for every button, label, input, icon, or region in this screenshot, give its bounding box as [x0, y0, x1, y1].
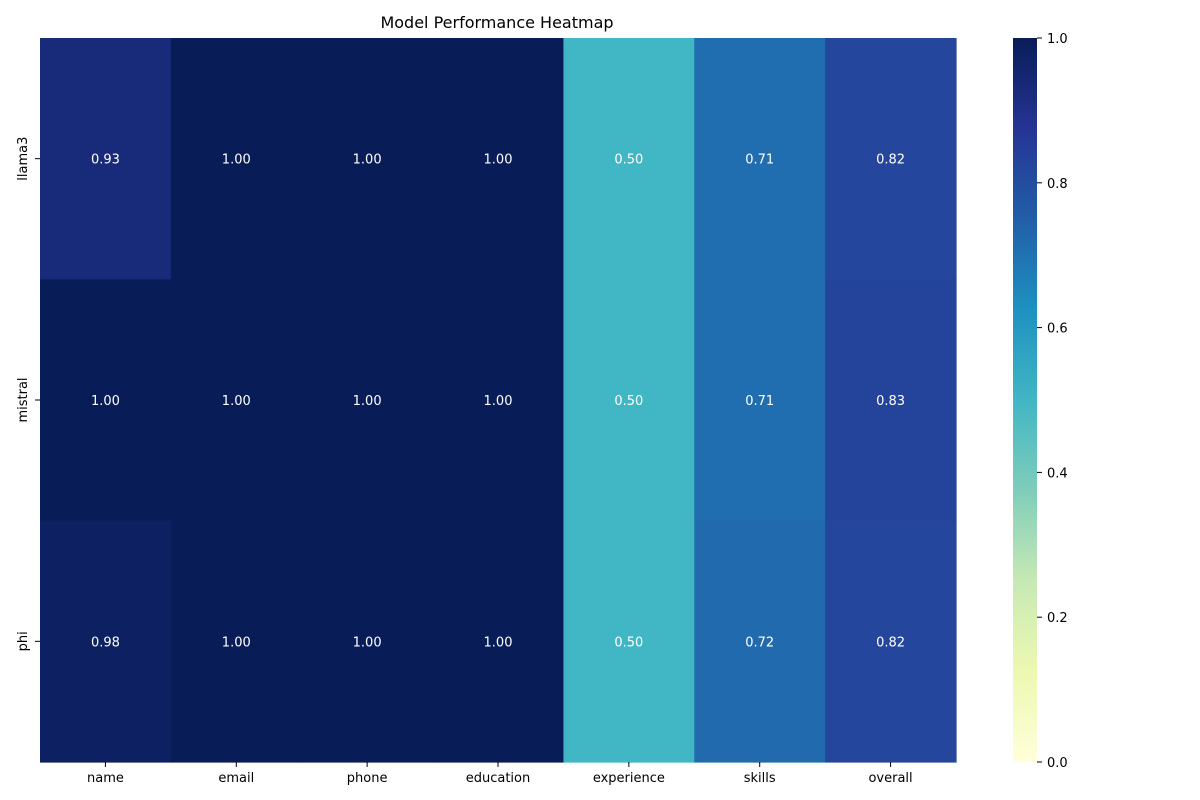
colorbar-axis: 0.0 0.2 0.4 0.6 0.8 1.0: [1037, 32, 1068, 771]
cell-value-label: 0.98: [91, 635, 120, 650]
y-tick-label: phi: [16, 631, 31, 651]
cell-value-label: 1.00: [484, 153, 513, 168]
cell-value-label: 0.71: [745, 394, 774, 409]
cell-value-label: 0.93: [91, 153, 120, 168]
heatmap-cell-phi-email: [170, 520, 303, 763]
cell-value-label: 0.83: [876, 394, 905, 409]
colorbar-tick-label: 0.4: [1047, 466, 1068, 481]
y-tick-label: llama3: [16, 137, 31, 181]
x-axis: name email phone education experience skills o…: [87, 762, 913, 786]
chart-title: Model Performance Heatmap: [380, 13, 613, 32]
colorbar-tick-label: 0.8: [1047, 177, 1068, 192]
x-tick-label: email: [218, 771, 254, 786]
heatmap-cell-llama3-email: [170, 38, 303, 280]
colorbar: [1013, 38, 1037, 762]
heatmap-cell-phi-phone: [301, 520, 434, 763]
heatmap-cell-phi-experience: [563, 520, 695, 763]
x-tick-label: skills: [744, 771, 776, 786]
heatmap-cell-mistral-skills: [694, 279, 826, 522]
cell-value-label: 1.00: [222, 635, 251, 650]
heatmap-cell-llama3-overall: [825, 38, 957, 280]
heatmap-cell-mistral-name: [40, 279, 172, 522]
heatmap-cell-mistral-education: [432, 279, 565, 522]
cell-value-label: 1.00: [222, 153, 251, 168]
x-tick-label: overall: [868, 771, 912, 786]
cell-value-label: 0.50: [614, 394, 643, 409]
heatmap-cell-mistral-experience: [563, 279, 695, 522]
cell-value-label: 0.72: [745, 635, 774, 650]
colorbar-tick-label: 0.0: [1047, 756, 1068, 771]
cell-value-label: 0.71: [745, 153, 774, 168]
colorbar-tick-label: 0.2: [1047, 611, 1068, 626]
x-tick-label: experience: [593, 771, 665, 786]
heatmap-cell-llama3-skills: [694, 38, 826, 280]
heatmap-cell-mistral-overall: [825, 279, 957, 522]
colorbar-tick-label: 1.0: [1047, 32, 1068, 47]
cell-value-label: 0.82: [876, 153, 905, 168]
heatmap-cell-llama3-experience: [563, 38, 695, 280]
cell-value-label: 1.00: [353, 153, 382, 168]
heatmap-cell-phi-overall: [825, 520, 957, 763]
heatmap-cells: [40, 38, 957, 763]
x-tick-label: phone: [347, 771, 388, 786]
heatmap-cell-mistral-phone: [301, 279, 434, 522]
y-tick-label: mistral: [16, 377, 31, 422]
colorbar-tick-label: 0.6: [1047, 322, 1068, 337]
heatmap-cell-llama3-name: [40, 38, 172, 280]
cell-value-label: 0.82: [876, 635, 905, 650]
heatmap-cell-phi-skills: [694, 520, 826, 763]
x-tick-label: education: [466, 771, 531, 786]
heatmap-cell-phi-name: [40, 520, 172, 763]
x-tick-label: name: [87, 771, 124, 786]
cell-value-label: 1.00: [91, 394, 120, 409]
cell-value-label: 1.00: [484, 635, 513, 650]
heatmap-cell-llama3-education: [432, 38, 565, 280]
cell-value-label: 1.00: [222, 394, 251, 409]
cell-value-label: 1.00: [484, 394, 513, 409]
cell-value-label: 1.00: [353, 635, 382, 650]
heatmap-cell-mistral-email: [170, 279, 303, 522]
y-axis: llama3 mistral phi: [16, 137, 40, 651]
heatmap-cell-llama3-phone: [301, 38, 434, 280]
cell-value-label: 0.50: [614, 153, 643, 168]
cell-annotations: 0.93 1.00 1.00 1.00 0.50 0.71 0.82 1.00 1.00 1.00…: [91, 153, 905, 651]
cell-value-label: 1.00: [353, 394, 382, 409]
cell-value-label: 0.50: [614, 635, 643, 650]
heatmap-cell-phi-education: [432, 520, 565, 763]
